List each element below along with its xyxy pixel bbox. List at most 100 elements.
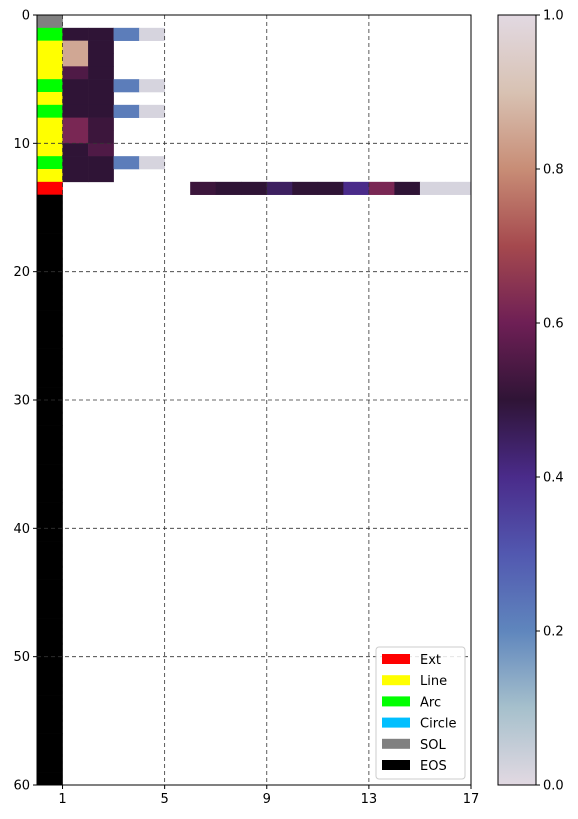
heatmap-plot-area: 1 5 9 13 17 0 10 20 30 40 50 60 <box>13 9 479 808</box>
token-cell-arc <box>37 27 63 41</box>
heatmap-cell <box>62 40 89 54</box>
token-cell-eos <box>37 374 63 388</box>
colorbar-tick-label: 1.0 <box>543 9 564 24</box>
heatmap-cell <box>62 27 89 41</box>
token-cell-eos <box>37 592 63 606</box>
token-cell-ext <box>37 181 63 195</box>
token-cell-eos <box>37 656 63 670</box>
token-cell-line <box>37 92 63 106</box>
token-cell-eos <box>37 720 63 734</box>
legend-label-ext: Ext <box>420 653 441 668</box>
token-cell-eos <box>37 258 63 272</box>
heatmap-cell <box>139 27 165 41</box>
colorbar-tick-label: 0.2 <box>543 625 564 640</box>
y-tick-label: 50 <box>13 650 30 665</box>
token-cell-eos <box>37 348 63 362</box>
heatmap-cell <box>113 104 140 118</box>
x-tick-label: 1 <box>58 792 66 807</box>
token-cell-eos <box>37 618 63 632</box>
heatmap-cell <box>88 143 114 157</box>
token-cell-eos <box>37 438 63 452</box>
x-tick-label: 17 <box>463 792 480 807</box>
token-cell-eos <box>37 515 63 529</box>
y-tick-label: 20 <box>13 265 30 280</box>
heatmap-cell <box>88 169 114 183</box>
heatmap-cell <box>419 181 446 195</box>
y-tick-label: 30 <box>13 394 30 409</box>
token-cell-eos <box>37 310 63 324</box>
heatmap-cell <box>317 181 344 195</box>
legend-label-arc: Arc <box>420 695 441 710</box>
token-cell-eos <box>37 271 63 285</box>
heatmap-cell <box>62 104 89 118</box>
token-cell-eos <box>37 464 63 478</box>
legend-label-eos: EOS <box>420 759 447 774</box>
heatmap-cell <box>62 53 89 67</box>
token-cell-eos <box>37 323 63 337</box>
heatmap-cell <box>88 156 114 170</box>
heatmap-cell <box>113 79 140 93</box>
heatmap-cell <box>215 181 242 195</box>
token-cell-eos <box>37 387 63 401</box>
token-cell-eos <box>37 194 63 208</box>
token-cell-eos <box>37 246 63 260</box>
legend-swatch-eos <box>382 760 410 770</box>
token-cell-line <box>37 169 63 183</box>
token-cell-eos <box>37 477 63 491</box>
heatmap-cell <box>62 117 89 131</box>
colorbar: 0.0 0.2 0.4 0.6 0.8 1.0 <box>497 9 564 794</box>
heatmap-cell <box>88 104 114 118</box>
y-tick-label: 10 <box>13 137 30 152</box>
colorbar-frame <box>497 14 537 786</box>
token-cell-line <box>37 130 63 144</box>
token-cell-eos <box>37 451 63 465</box>
token-cell-line <box>37 53 63 67</box>
legend-label-circle: Circle <box>420 717 457 732</box>
x-tick-label: 5 <box>161 792 169 807</box>
token-cell-eos <box>37 669 63 683</box>
colorbar-tick-label: 0.4 <box>543 471 564 486</box>
legend-label-sol: SOL <box>420 738 446 753</box>
y-tick-label: 40 <box>13 522 30 537</box>
heatmap-cell <box>139 79 165 93</box>
heatmap-cell <box>445 181 472 195</box>
token-cell-eos <box>37 220 63 234</box>
heatmap-cell <box>139 104 165 118</box>
token-cell-eos <box>37 772 63 786</box>
heatmap-cell <box>368 181 395 195</box>
colorbar-tick-label: 0.8 <box>543 163 564 178</box>
heatmap-cell <box>241 181 268 195</box>
heatmap-cell <box>88 130 114 144</box>
heatmap-cell <box>190 181 217 195</box>
token-cell-eos <box>37 695 63 709</box>
heatmap-cell <box>266 181 293 195</box>
heatmap-cell <box>62 169 89 183</box>
token-cell-arc <box>37 156 63 170</box>
colorbar-tick-label: 0.0 <box>543 779 564 794</box>
heatmap-cell <box>62 143 89 157</box>
token-cell-eos <box>37 643 63 657</box>
legend-swatch-ext <box>382 654 410 664</box>
token-cell-eos <box>37 708 63 722</box>
token-cell-line <box>37 66 63 80</box>
token-cell-arc <box>37 104 63 118</box>
y-tick-label: 0 <box>22 9 30 24</box>
token-cell-eos <box>37 297 63 311</box>
token-cell-eos <box>37 579 63 593</box>
heatmap-cell <box>88 53 114 67</box>
token-cell-eos <box>37 733 63 747</box>
token-cell-eos <box>37 489 63 503</box>
token-cell-eos <box>37 425 63 439</box>
token-cell-eos <box>37 412 63 426</box>
legend-swatch-line <box>382 675 410 686</box>
token-cell-eos <box>37 502 63 516</box>
token-cell-eos <box>37 759 63 773</box>
heatmap-cell <box>113 27 140 41</box>
token-cell-eos <box>37 528 63 542</box>
heatmap-cell <box>62 79 89 93</box>
token-cell-eos <box>37 631 63 645</box>
token-cell-eos <box>37 682 63 696</box>
y-tick-label: 60 <box>13 779 30 794</box>
token-cell-eos <box>37 335 63 349</box>
